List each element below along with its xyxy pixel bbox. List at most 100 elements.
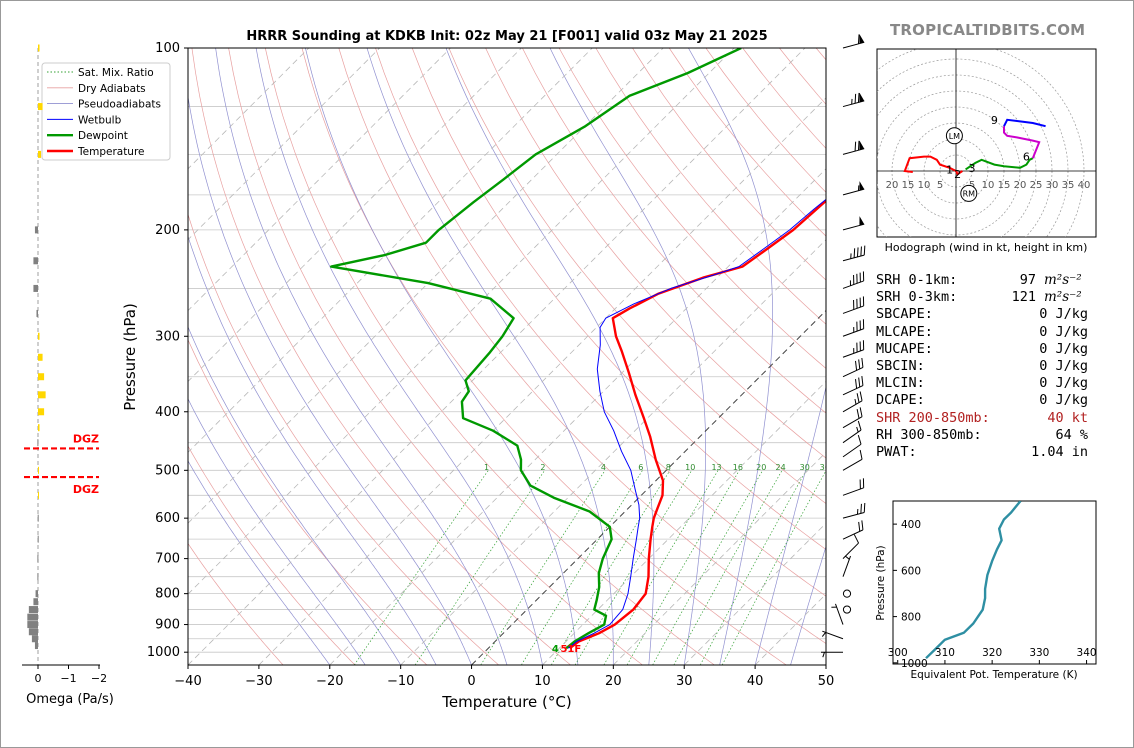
stat-row: SRH 0-3km: 121 m²s⁻² — [876, 289, 1088, 306]
barb-half — [856, 508, 859, 515]
mixing-ratio-label: 24 — [776, 463, 786, 472]
barb-pennant — [859, 34, 865, 44]
hodo-tick-label: 5 — [969, 180, 975, 191]
mixing-ratio-line — [354, 470, 489, 665]
legend-box — [41, 62, 171, 161]
mixing-ratio-label: 16 — [733, 463, 743, 472]
x-tick-label: −30 — [245, 674, 272, 689]
stat-value: 40 kt — [1047, 409, 1088, 426]
barb-staff — [842, 400, 863, 413]
omega-tick-label: −1 — [60, 672, 76, 685]
barb-staff — [842, 366, 864, 378]
barb-flag — [858, 521, 861, 532]
barb-flag — [855, 360, 858, 371]
barb-flag — [862, 319, 865, 329]
stat-row: SBCIN: 0 J/kg — [876, 358, 1088, 375]
hodo-tick-label: 20 — [1014, 180, 1027, 191]
stats-table: SRH 0-1km: 97 m²s⁻² SRH 0-3km: 121 m²s⁻² SBCAP… — [876, 272, 1088, 461]
isotherm-line — [188, 48, 806, 665]
barb-flag — [859, 272, 861, 283]
stat-value: 121 — [1011, 289, 1036, 306]
omega-bar — [38, 373, 45, 381]
omega-bar — [38, 44, 40, 52]
stat-row: PWAT: 1.04 in — [876, 444, 1088, 461]
dry-adiabat — [191, 48, 571, 665]
barb-half — [857, 185, 860, 191]
stat-label: RH 300-850mb: — [876, 426, 982, 443]
stat-unit: m²s⁻² — [1044, 289, 1082, 306]
wind-barb — [842, 478, 865, 496]
omega-panel: DGZ DGZ 0 −1 −2 Omega (Pa/s) — [22, 44, 114, 707]
barb-flag — [862, 340, 865, 350]
mixing-ratio-line — [721, 470, 826, 665]
barb-half — [853, 327, 855, 333]
theta-e-line — [925, 501, 1022, 660]
barb-staff — [842, 416, 863, 429]
hodo-height-label: 1 — [946, 163, 953, 176]
mixing-ratio-label: 6 — [638, 463, 643, 472]
x-tick-label: −40 — [174, 674, 201, 689]
omega-bar — [33, 257, 38, 265]
barb-flag — [856, 273, 858, 284]
omega-bar — [36, 309, 38, 317]
hodo-tick-label: 5 — [937, 180, 943, 191]
calm-circle — [842, 605, 852, 614]
omega-bar — [37, 573, 39, 581]
y-axis-label: Pressure (hPa) — [121, 303, 139, 411]
pseudoadiabat — [188, 235, 437, 665]
stat-label: SBCAPE: — [876, 306, 933, 323]
x-tick-label: 0 — [467, 674, 475, 689]
zero-isotherm — [471, 309, 826, 665]
theta-x-tick-label: 300 — [888, 647, 908, 659]
barb-staff — [842, 443, 862, 458]
barb-half — [850, 253, 852, 259]
isotherm-line — [188, 48, 735, 595]
dry-adiabat — [228, 48, 643, 665]
stat-unit: m²s⁻² — [1044, 272, 1082, 288]
x-tick-label: 50 — [818, 674, 835, 689]
barb-flag — [862, 478, 865, 488]
barb-half — [821, 632, 827, 637]
x-tick-label: 10 — [534, 674, 551, 689]
barb-flag — [856, 298, 858, 309]
pseudoadiabat — [215, 48, 508, 665]
theta-y-tick-label: 400 — [901, 519, 921, 531]
stat-value: 1.04 in — [1031, 443, 1088, 460]
barb-flag — [853, 300, 855, 310]
x-tick-label: 20 — [605, 674, 622, 689]
wind-barb — [842, 216, 865, 231]
barb-flag — [859, 341, 861, 351]
surface-temp-label: 51F — [560, 644, 581, 655]
y-tick-label: 600 — [155, 511, 180, 526]
calm-circle — [842, 589, 852, 598]
x-tick-label: 40 — [747, 674, 764, 689]
stat-label: SRH 0-1km: — [876, 272, 958, 288]
pseudoadiabat — [188, 94, 472, 665]
barb-half — [831, 606, 837, 608]
omega-bar — [34, 226, 38, 234]
barb-staff — [842, 385, 864, 396]
mixing-ratio-label: 36 — [820, 463, 830, 472]
stat-value: 0 J/kg — [1039, 375, 1088, 392]
pseudoadiabat — [366, 48, 614, 665]
pseudoadiabat — [549, 48, 706, 665]
legend-entry: Dry Adiabats — [78, 83, 146, 95]
wind-barb — [842, 520, 864, 540]
barb-flag — [853, 534, 860, 544]
dry-adiabat — [301, 48, 787, 665]
theta-x-tick-label: 340 — [1077, 647, 1097, 659]
barb-flag — [858, 359, 861, 369]
hodo-height-label: 3 — [969, 162, 976, 175]
y-tick-label: 300 — [155, 329, 180, 344]
dgz-label: DGZ — [73, 432, 99, 445]
hodo-height-label: 2 — [954, 168, 961, 181]
barb-staff — [822, 630, 844, 640]
hodo-trace — [965, 157, 1034, 171]
omega-bar — [38, 332, 40, 340]
wind-barb — [842, 391, 863, 413]
storm-motion-marker — [945, 127, 963, 145]
barb-flag — [859, 297, 861, 308]
wind-barb — [842, 245, 866, 262]
barb-flag — [859, 391, 863, 401]
isotherm-line — [400, 239, 826, 665]
